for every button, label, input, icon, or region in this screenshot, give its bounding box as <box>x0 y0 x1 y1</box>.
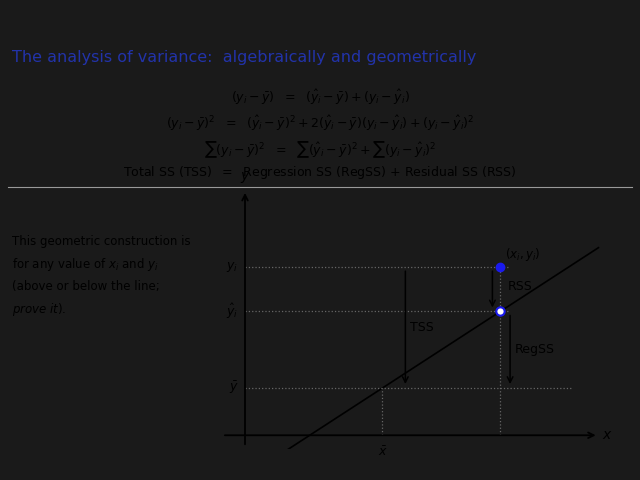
Text: TSS: TSS <box>410 321 434 334</box>
Text: $x$: $x$ <box>602 428 612 442</box>
Text: $y_i$: $y_i$ <box>227 260 239 274</box>
Text: $\bar{y}$: $\bar{y}$ <box>228 380 239 396</box>
Text: $y$: $y$ <box>239 170 250 185</box>
Text: This geometric construction is
for any value of $x_i$ and $y_i$
(above or below : This geometric construction is for any v… <box>12 235 191 318</box>
Text: $\bar{x}$: $\bar{x}$ <box>378 445 387 459</box>
Text: Total SS (TSS)  $=$  Regression SS (RegSS) $+$ Residual SS (RSS): Total SS (TSS) $=$ Regression SS (RegSS)… <box>124 164 516 181</box>
Text: $(x_i, y_i)$: $(x_i, y_i)$ <box>505 246 541 263</box>
Text: RegSS: RegSS <box>515 343 555 356</box>
Text: RSS: RSS <box>508 280 533 293</box>
Text: $(y_i - \bar{y})^2\ \ =\ \ (\hat{y}_i - \bar{y})^2 + 2(\hat{y}_i - \bar{y})(y_i : $(y_i - \bar{y})^2\ \ =\ \ (\hat{y}_i - … <box>166 114 474 132</box>
Text: The analysis of variance:  algebraically and geometrically: The analysis of variance: algebraically … <box>12 50 476 65</box>
Text: $(y_i - \bar{y})\ \ =\ \ (\hat{y}_i - \bar{y}) + (y_i - \hat{y}_i)$: $(y_i - \bar{y})\ \ =\ \ (\hat{y}_i - \b… <box>230 88 410 108</box>
Text: $\sum(y_i - \bar{y})^2\ \ =\ \ \sum(\hat{y}_i - \bar{y})^2 + \sum(y_i - \hat{y}_: $\sum(y_i - \bar{y})^2\ \ =\ \ \sum(\hat… <box>204 139 436 159</box>
Text: $\hat{y}_i$: $\hat{y}_i$ <box>226 302 239 321</box>
